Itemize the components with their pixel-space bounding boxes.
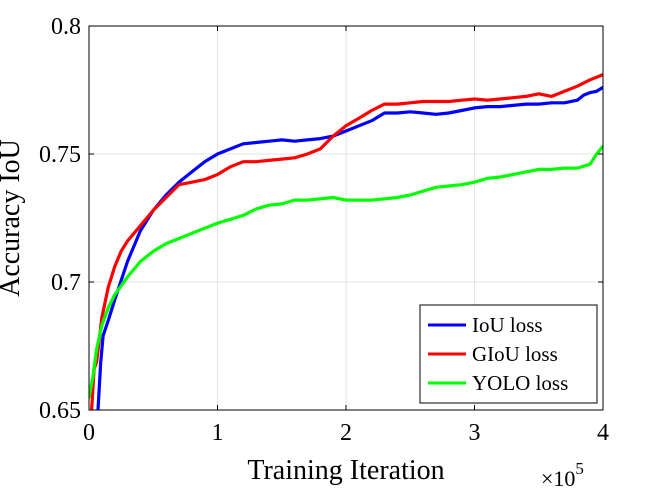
legend-label-iou-loss: IoU loss xyxy=(472,313,543,337)
x-multiplier-base: ×10 xyxy=(541,466,575,491)
x-tick-label: 3 xyxy=(469,420,481,446)
legend-label-giou-loss: GIoU loss xyxy=(472,342,558,366)
y-tick-label: 0.65 xyxy=(39,398,81,424)
x-multiplier: ×105 xyxy=(541,459,584,491)
y-axis-label: Accuracy IoU xyxy=(0,139,26,297)
series-line-giou-loss xyxy=(90,73,603,410)
y-tick-label: 0.8 xyxy=(51,14,81,40)
x-tick-label: 1 xyxy=(212,420,224,446)
series-group xyxy=(89,73,603,410)
tick-labels: 0 1 2 3 4 0.65 0.7 0.75 0.8 xyxy=(39,14,609,446)
x-axis-label: Training Iteration xyxy=(247,455,444,486)
tick-marks xyxy=(88,25,604,411)
x-tick-label: 0 xyxy=(83,420,95,446)
legend-label-yolo-loss: YOLO loss xyxy=(472,371,568,395)
y-tick-label: 0.75 xyxy=(39,142,81,168)
grid-lines xyxy=(89,26,603,410)
x-tick-label: 2 xyxy=(340,420,352,446)
series-line-yolo-loss xyxy=(89,144,603,399)
x-multiplier-exponent: 5 xyxy=(575,459,584,478)
legend: IoU loss GIoU loss YOLO loss xyxy=(419,304,598,404)
y-tick-label: 0.7 xyxy=(51,270,81,296)
x-tick-label: 4 xyxy=(597,420,609,446)
